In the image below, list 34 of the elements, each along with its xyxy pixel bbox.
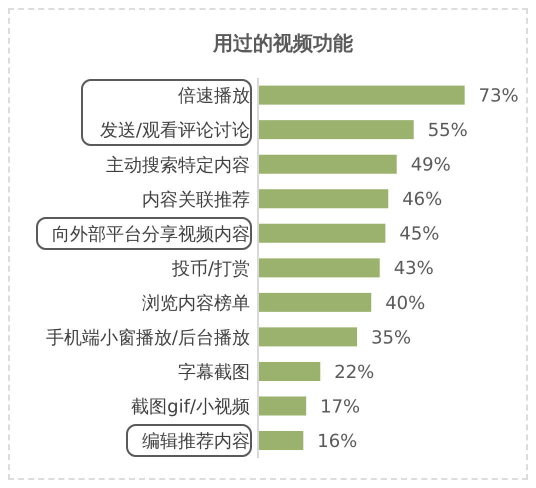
chart-title: 用过的视频功能 (212, 30, 354, 57)
data-label: 45% (399, 224, 440, 245)
bar (258, 327, 358, 346)
y-tick-label: 向外部平台分享视频内容 (52, 224, 250, 245)
y-tick-label: 倍速播放 (178, 86, 250, 107)
bar (258, 292, 372, 312)
data-label: 16% (317, 430, 358, 452)
y-tick-label: 截图gif/小视频 (131, 396, 250, 418)
y-tick-label: 内容关联推荐 (142, 189, 250, 210)
y-tick-label: 发送/观看评论讨论 (100, 120, 250, 142)
bar (258, 120, 414, 140)
bar (258, 224, 386, 243)
data-label: 17% (320, 396, 360, 418)
data-label: 55% (428, 120, 468, 142)
y-tick-label: 字幕截图 (178, 362, 250, 384)
data-label: 43% (394, 258, 434, 280)
bar (258, 431, 304, 450)
data-label: 35% (371, 327, 412, 348)
data-label: 40% (385, 292, 426, 314)
bar (258, 258, 380, 278)
data-label: 22% (334, 362, 374, 383)
bar (258, 362, 320, 381)
y-tick-label: 手机端小窗播放/后台播放 (46, 327, 250, 348)
y-tick-label: 主动搜索特定内容 (106, 154, 250, 176)
y-tick-label: 编辑推荐内容 (142, 431, 250, 452)
bar (258, 189, 388, 208)
bar (258, 396, 306, 416)
data-label: 49% (410, 154, 451, 176)
bar (258, 154, 397, 174)
data-label: 46% (402, 189, 442, 210)
y-tick-label: 投币/打赏 (170, 258, 250, 280)
bar (258, 86, 465, 105)
data-label: 73% (478, 85, 519, 106)
y-tick-label: 浏览内容榜单 (142, 292, 250, 314)
